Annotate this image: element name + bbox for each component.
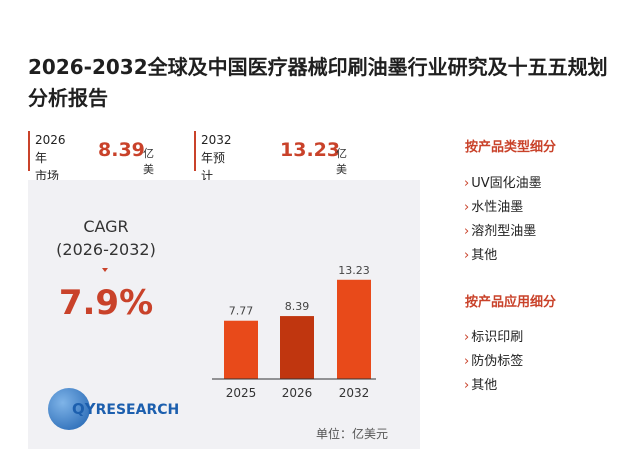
unit-note: 单位：亿美元 xyxy=(316,427,389,441)
cagr-arrow-icon xyxy=(102,268,108,272)
application-label: 防伪标签 xyxy=(471,354,524,369)
kpi-2026-value: 8.39 xyxy=(98,139,145,161)
bar-2026 xyxy=(280,316,314,379)
chevron-right-icon: › xyxy=(464,200,470,215)
product-type-item[interactable]: › 溶剂型油墨 xyxy=(464,220,536,239)
application-item[interactable]: › 标识印刷 xyxy=(464,326,523,345)
product-type-label: 水性油墨 xyxy=(471,200,524,215)
product-type-label: 溶剂型油墨 xyxy=(471,224,537,239)
application-heading: 按产品应用细分 xyxy=(465,295,557,310)
chevron-right-icon: › xyxy=(464,224,470,239)
chevron-right-icon: › xyxy=(464,176,470,191)
product-type-label: UV固化油墨 xyxy=(471,176,542,191)
data-label-2026: 8.39 xyxy=(285,300,310,313)
bar-2025 xyxy=(224,320,258,379)
cagr-value: 7.9% xyxy=(58,283,154,323)
globe-icon xyxy=(48,388,90,430)
cagr-years: (2026-2032) xyxy=(56,240,156,259)
cagr-label: CAGR xyxy=(83,217,129,236)
product-type-item[interactable]: › UV固化油墨 xyxy=(464,172,542,191)
chevron-right-icon: › xyxy=(464,354,470,369)
data-label-2032: 13.23 xyxy=(338,264,370,277)
chevron-right-icon: › xyxy=(464,330,470,345)
x-tick-2032: 2032 xyxy=(339,386,370,400)
bar-2032 xyxy=(337,279,371,379)
application-label: 其他 xyxy=(471,378,498,393)
x-tick-2025: 2025 xyxy=(226,386,257,400)
product-type-heading: 按产品类型细分 xyxy=(465,140,557,155)
logo-text-research: RESEARCH xyxy=(95,402,180,418)
application-item[interactable]: › 其他 xyxy=(464,374,497,393)
product-type-item[interactable]: › 其他 xyxy=(464,244,497,263)
logo-text: QYRESEARCH xyxy=(72,400,179,418)
qyresearch-logo: QYRESEARCH xyxy=(48,386,179,436)
product-type-item[interactable]: › 水性油墨 xyxy=(464,196,523,215)
kpi-2032-value: 13.23 xyxy=(280,139,341,161)
product-type-label: 其他 xyxy=(471,248,498,263)
x-tick-2026: 2026 xyxy=(282,386,313,400)
logo-text-qy: QY xyxy=(72,400,96,418)
application-item[interactable]: › 防伪标签 xyxy=(464,350,523,369)
data-label-2025: 7.77 xyxy=(229,305,254,318)
chevron-right-icon: › xyxy=(464,248,470,263)
chevron-right-icon: › xyxy=(464,378,470,393)
application-label: 标识印刷 xyxy=(471,330,524,345)
page-title: 2026-2032全球及中国医疗器械印刷油墨行业研究及十五五规划分析报告 xyxy=(28,55,608,110)
